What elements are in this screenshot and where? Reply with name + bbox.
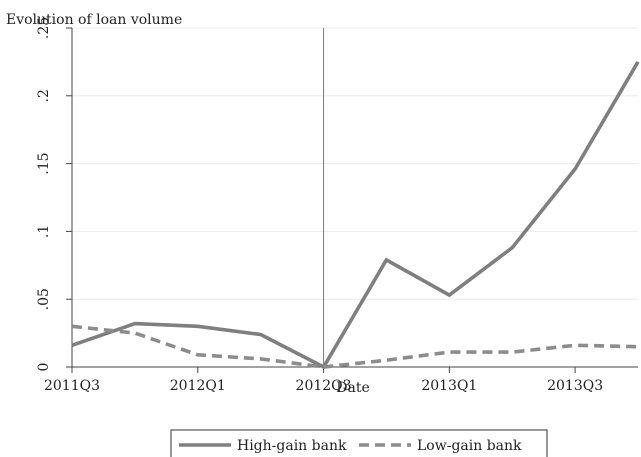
x-tick-label: 2013Q1 — [421, 378, 477, 394]
y-tick-label: .25 — [36, 17, 52, 39]
gridlines — [72, 27, 638, 367]
x-tick-label: 2013Q3 — [547, 378, 603, 394]
y-tick-label: .1 — [36, 225, 52, 238]
x-tick-label: 2012Q3 — [296, 378, 352, 394]
axes: 0 .05 .1 .15 .2 .25 2011Q3 2012Q1 2012Q3 2013Q1 20… — [36, 17, 638, 394]
y-tick-label: 0 — [36, 363, 52, 372]
x-tick-label: 2012Q1 — [170, 378, 226, 394]
legend-label: High-gain bank — [237, 438, 347, 454]
y-tick-label: .05 — [36, 288, 52, 310]
series — [71, 60, 640, 370]
y-tick-label: .15 — [36, 152, 52, 174]
legend-label: Low-gain bank — [417, 438, 522, 454]
legend: High-gain bank Low-gain bank — [170, 429, 548, 457]
chart-title: Evolution of loan volume — [6, 12, 182, 28]
x-axis-title: Date — [336, 380, 369, 396]
x-tick-label: 2011Q3 — [44, 378, 100, 394]
series-line-high-gain — [71, 60, 640, 370]
series-line-low-gain — [71, 324, 639, 369]
y-tick-label: .2 — [36, 89, 52, 102]
